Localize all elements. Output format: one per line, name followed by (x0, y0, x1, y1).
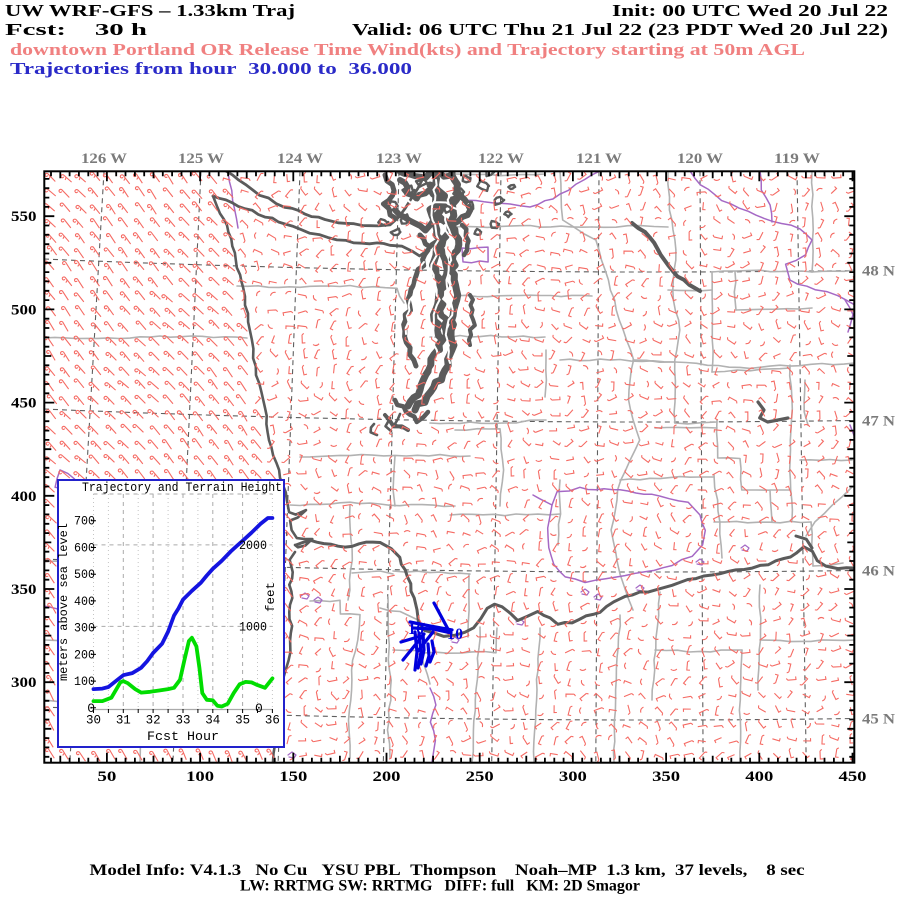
svg-text:700: 700 (74, 514, 95, 529)
svg-text:400: 400 (745, 768, 773, 785)
svg-text:Trajectories from hour 30.000: Trajectories from hour 30.000 to 36.000 (10, 59, 412, 78)
svg-text:150: 150 (279, 768, 307, 785)
svg-text:34: 34 (205, 713, 220, 728)
svg-text:126 W: 126 W (81, 150, 127, 167)
svg-text:600: 600 (74, 540, 95, 555)
svg-text:meters above sea level: meters above sea level (57, 523, 71, 681)
svg-text:Fcst: 30 h: Fcst: 30 h (5, 20, 148, 39)
svg-text:200: 200 (373, 768, 401, 785)
svg-text:250: 250 (466, 768, 494, 785)
svg-text:350: 350 (652, 768, 680, 785)
svg-text:124 W: 124 W (277, 150, 323, 167)
svg-text:32: 32 (146, 713, 161, 728)
svg-text:0: 0 (255, 701, 263, 716)
svg-text:122 W: 122 W (478, 150, 524, 167)
svg-text:119 W: 119 W (774, 150, 820, 167)
svg-text:450: 450 (11, 395, 37, 412)
svg-text:feet: feet (264, 582, 278, 612)
svg-text:300: 300 (559, 768, 587, 785)
svg-text:35: 35 (235, 713, 250, 728)
svg-text:45 N: 45 N (862, 711, 895, 728)
svg-text:350: 350 (11, 581, 37, 598)
svg-text:300: 300 (74, 621, 95, 636)
svg-text:400: 400 (11, 488, 37, 505)
svg-text:100: 100 (74, 674, 95, 689)
svg-text:LW: RRTMG SW: RRTMG DIFF: fu: LW: RRTMG SW: RRTMG DIFF: full KM: 2D Sm… (240, 878, 640, 895)
svg-text:2000: 2000 (239, 538, 267, 553)
svg-text:10: 10 (408, 621, 425, 638)
svg-text:48 N: 48 N (862, 263, 895, 280)
svg-text:Valid: 06 UTC Thu 21 Jul 22 (2: Valid: 06 UTC Thu 21 Jul 22 (23 PDT Wed … (352, 20, 888, 39)
svg-text:30: 30 (86, 713, 101, 728)
svg-text:50: 50 (97, 768, 117, 785)
svg-text:500: 500 (74, 567, 95, 582)
svg-text:Fcst Hour: Fcst Hour (147, 729, 219, 744)
svg-text:0: 0 (87, 701, 95, 716)
svg-text:450: 450 (839, 768, 867, 785)
svg-text:36: 36 (265, 713, 280, 728)
svg-text:120 W: 120 W (677, 150, 723, 167)
svg-text:10: 10 (447, 626, 464, 643)
svg-text:Model Info: V4.1.3 No Cu Y: Model Info: V4.1.3 No Cu YSU PBL Thompso… (90, 862, 805, 879)
svg-text:500: 500 (11, 301, 37, 318)
svg-text:46 N: 46 N (862, 563, 895, 580)
svg-text:33: 33 (175, 713, 190, 728)
svg-text:200: 200 (74, 647, 95, 662)
svg-text:UW WRF-GFS – 1.33km Traj: UW WRF-GFS – 1.33km Traj (5, 1, 295, 20)
svg-text:550: 550 (11, 208, 37, 225)
svg-text:31: 31 (116, 713, 131, 728)
svg-text:Trajectory and Terrain Height: Trajectory and Terrain Height (82, 481, 282, 495)
svg-text:Init: 00 UTC Wed 20 Jul 22: Init: 00 UTC Wed 20 Jul 22 (612, 1, 888, 20)
svg-text:123 W: 123 W (376, 150, 422, 167)
svg-text:300: 300 (11, 674, 37, 691)
svg-text:125 W: 125 W (178, 150, 224, 167)
svg-text:100: 100 (186, 768, 214, 785)
svg-text:400: 400 (74, 594, 95, 609)
svg-text:47 N: 47 N (862, 413, 895, 430)
svg-text:1000: 1000 (239, 619, 267, 634)
svg-text:121 W: 121 W (576, 150, 622, 167)
svg-text:downtown Portland OR Release T: downtown Portland OR Release Time Wind(k… (10, 40, 805, 59)
